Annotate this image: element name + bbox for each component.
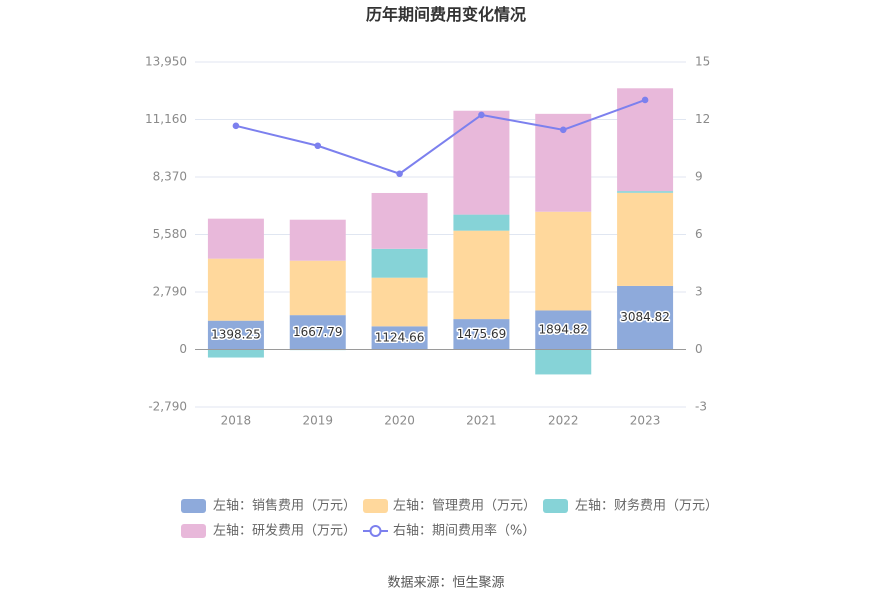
bar-finance-2018[interactable] xyxy=(207,349,264,358)
left-axis: 13,950 11,160 8,370 5,580 2,790 0 -2,790 xyxy=(145,55,187,414)
bar-management-2023[interactable] xyxy=(617,192,674,286)
line-point-2020[interactable] xyxy=(396,170,403,178)
left-axis-tick-label: 13,950 xyxy=(145,55,187,69)
legend-swatch-finance xyxy=(543,499,568,513)
left-axis-tick-label: 5,580 xyxy=(153,227,187,241)
source-note: 数据来源：恒生聚源 xyxy=(387,576,504,591)
x-axis-tick-label: 2021 xyxy=(466,414,497,428)
bar-sales-2022[interactable] xyxy=(535,310,592,350)
bar-rnd-2023[interactable] xyxy=(617,88,674,192)
bar-rnd-2019[interactable] xyxy=(289,219,346,261)
data-label-sales-2022: 1894.82 xyxy=(538,322,588,336)
data-label-sales-2023: 3084.82 xyxy=(620,310,670,324)
right-axis: 15 12 9 6 3 0 -3 xyxy=(695,55,710,414)
left-axis-tick-label: 11,160 xyxy=(145,112,187,126)
right-axis-tick-label: 12 xyxy=(695,112,710,126)
bar-sales-2023[interactable] xyxy=(617,285,674,350)
legend: 左轴：销售费用（万元） 左轴：管理费用（万元） 左轴：财务费用（万元） 左轴：研… xyxy=(181,498,718,539)
line-point-2019[interactable] xyxy=(314,142,322,150)
line-series xyxy=(232,96,649,178)
legend-item-finance[interactable]: 左轴：财务费用（万元） xyxy=(543,498,718,514)
legend-label-expense-ratio: 右轴：期间费用率（%） xyxy=(393,523,535,539)
chart-title: 历年期间费用变化情况 xyxy=(366,5,526,24)
legend-label-finance: 左轴：财务费用（万元） xyxy=(575,498,718,514)
legend-circle-icon xyxy=(369,525,382,537)
right-axis-tick-label: 15 xyxy=(695,55,710,69)
right-axis-tick-label: 3 xyxy=(695,285,703,299)
legend-item-rnd[interactable]: 左轴：研发费用（万元） xyxy=(181,523,356,539)
bar-management-2018[interactable] xyxy=(207,258,264,321)
right-axis-tick-label: 0 xyxy=(695,342,703,356)
legend-item-sales[interactable]: 左轴：销售费用（万元） xyxy=(181,498,356,514)
bar-finance-2022[interactable] xyxy=(535,349,592,375)
bar-management-2021[interactable] xyxy=(453,230,510,320)
line-point-2022[interactable] xyxy=(559,126,567,134)
legend-label-management: 左轴：管理费用（万元） xyxy=(393,499,536,514)
line-point-2021[interactable] xyxy=(478,111,485,119)
bar-rnd-2021[interactable] xyxy=(453,110,510,215)
x-axis-tick-label: 2019 xyxy=(302,414,333,428)
x-axis: 2018 2019 2020 2021 2022 2023 xyxy=(221,414,661,428)
right-axis-tick-label: 9 xyxy=(695,170,703,184)
left-axis-tick-label: 8,370 xyxy=(153,170,187,184)
right-axis-tick-label: -3 xyxy=(695,400,707,414)
left-axis-tick-label: -2,790 xyxy=(148,400,187,414)
data-label-sales-2021: 1475.69 xyxy=(457,327,507,341)
legend-label-sales: 左轴：销售费用（万元） xyxy=(213,498,356,514)
bar-sales-2020[interactable] xyxy=(371,326,428,350)
legend-swatch-sales xyxy=(181,499,206,513)
x-axis-tick-label: 2023 xyxy=(630,414,661,428)
bar-management-2022[interactable] xyxy=(535,211,592,311)
line-point-2018[interactable] xyxy=(232,122,240,130)
legend-item-expense-ratio[interactable]: 右轴：期间费用率（%） xyxy=(363,523,535,539)
line-expense-ratio xyxy=(235,99,646,175)
left-axis-tick-label: 0 xyxy=(179,342,187,356)
right-axis-tick-label: 6 xyxy=(695,227,703,241)
left-axis-tick-label: 2,790 xyxy=(153,285,187,299)
data-label-sales-2020: 1124.66 xyxy=(375,330,425,344)
x-axis-tick-label: 2020 xyxy=(384,414,415,428)
data-label-sales-2018: 1398.25 xyxy=(211,328,261,342)
bar-management-2020[interactable] xyxy=(371,277,428,327)
data-label-sales-2019: 1667.79 xyxy=(293,325,343,339)
bar-series xyxy=(207,88,674,375)
bar-rnd-2018[interactable] xyxy=(207,218,264,259)
data-labels: 1398.25 1667.79 1124.66 1475.69 1894.82 3084.… xyxy=(210,309,672,346)
legend-item-management[interactable]: 左轴：管理费用（万元） xyxy=(363,499,536,514)
legend-swatch-management xyxy=(363,499,388,513)
bar-sales-2021[interactable] xyxy=(453,319,510,350)
bar-finance-2023[interactable] xyxy=(617,191,674,193)
bar-management-2019[interactable] xyxy=(289,260,346,316)
bar-finance-2020[interactable] xyxy=(371,248,428,278)
bar-sales-2018[interactable] xyxy=(207,320,264,350)
bar-sales-2019[interactable] xyxy=(289,315,346,350)
x-axis-tick-label: 2018 xyxy=(221,414,252,428)
legend-label-rnd: 左轴：研发费用（万元） xyxy=(213,523,356,539)
legend-swatch-rnd xyxy=(181,524,206,538)
bar-rnd-2020[interactable] xyxy=(371,192,428,249)
bar-finance-2021[interactable] xyxy=(453,214,510,231)
line-point-2023[interactable] xyxy=(641,96,649,104)
x-axis-tick-label: 2022 xyxy=(548,414,579,428)
